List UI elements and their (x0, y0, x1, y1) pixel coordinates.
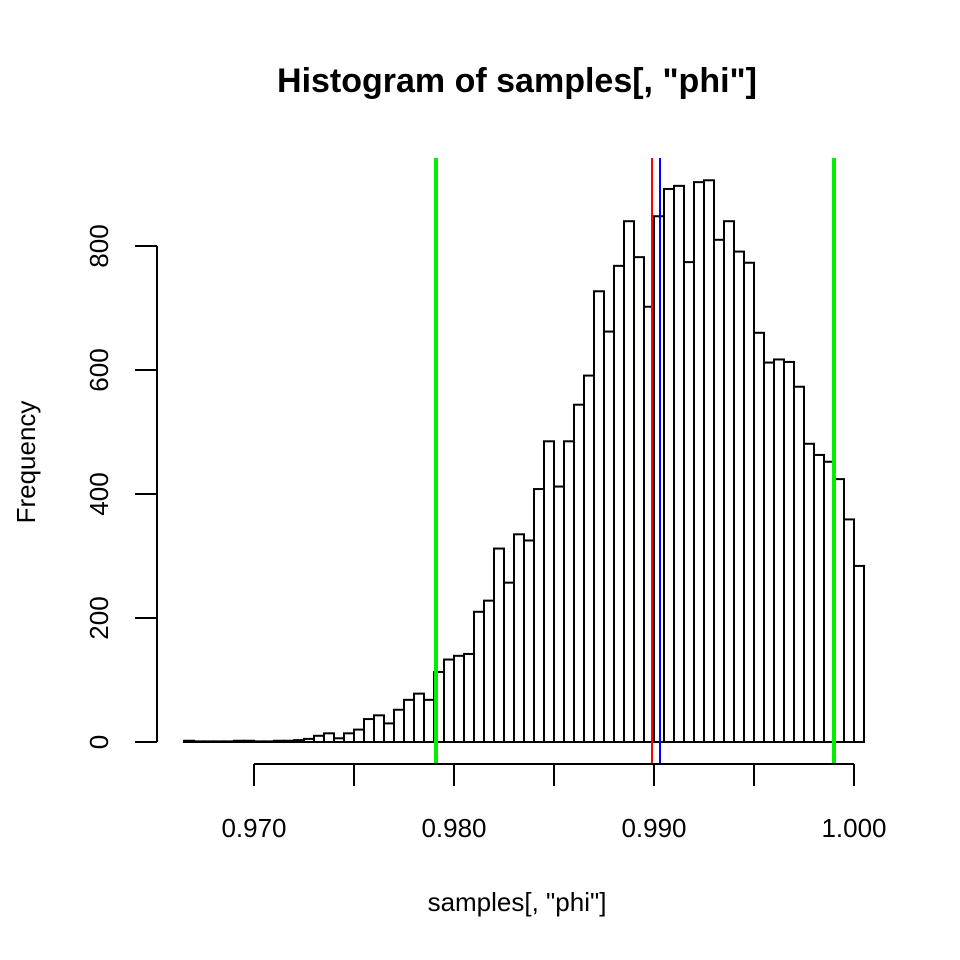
histogram-bar (803, 442, 815, 743)
x-tick-label: 0.970 (221, 813, 286, 843)
histogram-bar (583, 374, 595, 743)
histogram-bar (223, 740, 235, 744)
y-axis: 0 200 400 600 800 (84, 224, 158, 749)
histogram-bar (523, 539, 535, 743)
chart-title: Histogram of samples[, "phi"] (277, 62, 757, 100)
histogram-bar (753, 331, 765, 743)
histogram-bar (323, 732, 335, 744)
histogram-bar (483, 599, 495, 744)
histogram-bar (543, 440, 555, 743)
histogram-bar (633, 256, 645, 743)
histogram-bar (503, 581, 515, 743)
histogram-bar (313, 734, 325, 743)
histogram-bar (693, 181, 705, 743)
x-tick-label: 0.990 (621, 813, 686, 843)
histogram-bar (253, 740, 265, 744)
histogram-bar (713, 238, 725, 744)
histogram-bar (663, 187, 675, 743)
histogram-bar (703, 179, 715, 743)
histogram-bar (573, 403, 585, 743)
histogram-bar (193, 740, 205, 744)
histogram-bar (623, 220, 635, 743)
histogram-bar (463, 652, 475, 744)
x-axis-label: samples[, "phi"] (428, 887, 607, 917)
histogram-bar (673, 184, 685, 744)
histogram-bar (413, 692, 425, 744)
histogram-bar (513, 533, 525, 743)
histogram-bar (353, 728, 365, 743)
histogram-bar (293, 739, 305, 744)
y-tick-label: 400 (84, 472, 114, 515)
histogram-bar (393, 708, 405, 744)
histogram-bar (383, 722, 395, 744)
histogram-bar (793, 385, 805, 743)
histogram-bar (723, 220, 735, 743)
histogram-bar (813, 453, 825, 743)
histogram-bar (773, 358, 785, 743)
histogram-bar (403, 698, 415, 744)
histogram-bar (593, 290, 605, 743)
y-tick-label: 0 (84, 735, 114, 749)
histogram-bar (783, 360, 795, 743)
y-tick-label: 200 (84, 596, 114, 639)
x-tick-label: 1.000 (821, 813, 886, 843)
histogram-bar (453, 654, 465, 744)
reference-lines (434, 158, 836, 764)
histogram-bar (683, 261, 695, 743)
x-axis: 0.970 0.980 0.990 1.000 (221, 763, 887, 843)
histogram-bar (473, 610, 485, 743)
histogram-bar (283, 739, 295, 744)
histogram-bar (423, 698, 435, 744)
histogram-bar (603, 330, 615, 743)
x-tick-label: 0.980 (421, 813, 486, 843)
histogram-bar (203, 740, 215, 744)
histogram-bar (743, 261, 755, 743)
histogram-bar (553, 485, 565, 743)
histogram-bar (333, 737, 345, 744)
histogram-bar (533, 488, 545, 744)
histogram-bar (373, 714, 385, 744)
histogram-bar (363, 718, 375, 743)
y-tick-label: 600 (84, 348, 114, 391)
histogram-bar (233, 739, 245, 744)
histogram-bar (843, 518, 855, 743)
histogram-bar (183, 739, 195, 744)
histogram-bar (243, 739, 255, 744)
histogram-bar (853, 564, 865, 743)
histogram-bar (443, 658, 455, 743)
histogram-bar (763, 361, 775, 743)
histogram-bar (343, 732, 355, 744)
y-axis-label: Frequency (11, 401, 41, 524)
histogram-bar (493, 547, 505, 743)
histogram-bar (273, 739, 285, 744)
histogram-bar (563, 440, 575, 743)
histogram-bar (733, 250, 745, 744)
histogram-bar (613, 264, 625, 743)
histogram-bar (303, 737, 315, 744)
histogram-bar (213, 740, 225, 744)
histogram-bar (263, 740, 275, 744)
y-tick-label: 800 (84, 224, 114, 267)
histogram-bars (183, 179, 865, 744)
